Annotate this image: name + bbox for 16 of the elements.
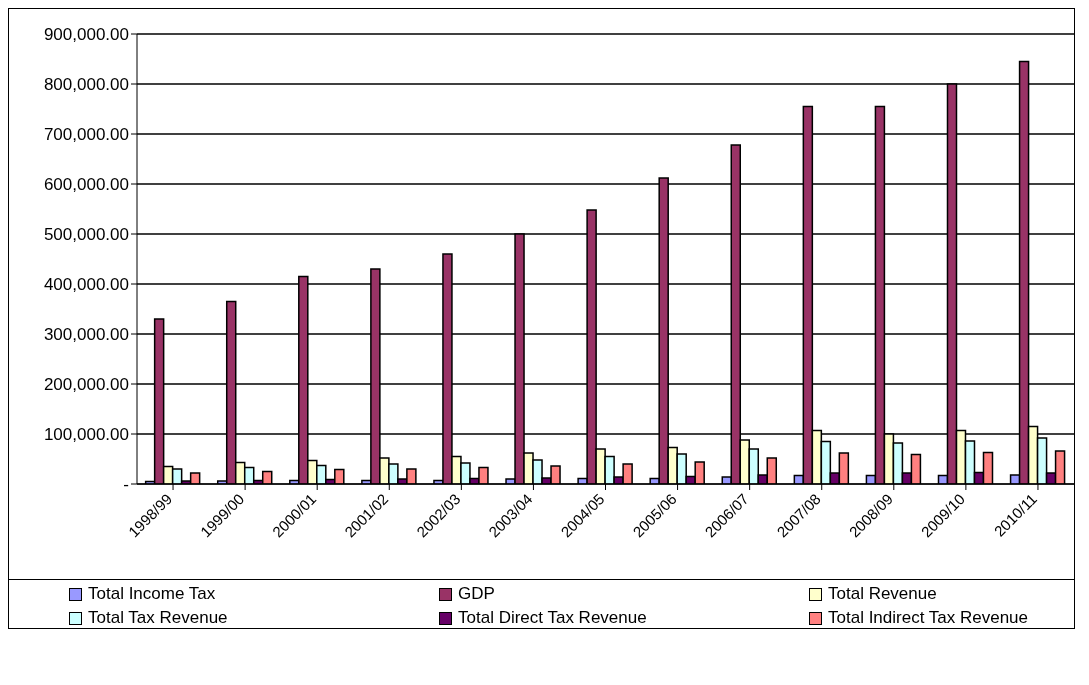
y-tick-label: 300,000.00 (43, 325, 129, 345)
y-tick-label: 100,000.00 (43, 425, 129, 445)
y-tick-label: 500,000.00 (43, 225, 129, 245)
y-tick-label: 800,000.00 (43, 75, 129, 95)
legend-label: Total Direct Tax Revenue (458, 608, 647, 628)
y-tick-label: 600,000.00 (43, 175, 129, 195)
legend-label: Total Tax Revenue (88, 608, 228, 628)
legend-label: Total Income Tax (88, 584, 216, 604)
legend-label: Total Revenue (828, 584, 937, 604)
legend-label: GDP (458, 584, 495, 604)
y-tick-label: 400,000.00 (43, 275, 129, 295)
y-tick-label: - (123, 475, 129, 495)
legend-label: Total Indirect Tax Revenue (828, 608, 1029, 628)
y-tick-label: 200,000.00 (43, 375, 129, 395)
y-tick-label: 700,000.00 (43, 125, 129, 145)
y-tick-label: 900,000.00 (43, 25, 129, 45)
